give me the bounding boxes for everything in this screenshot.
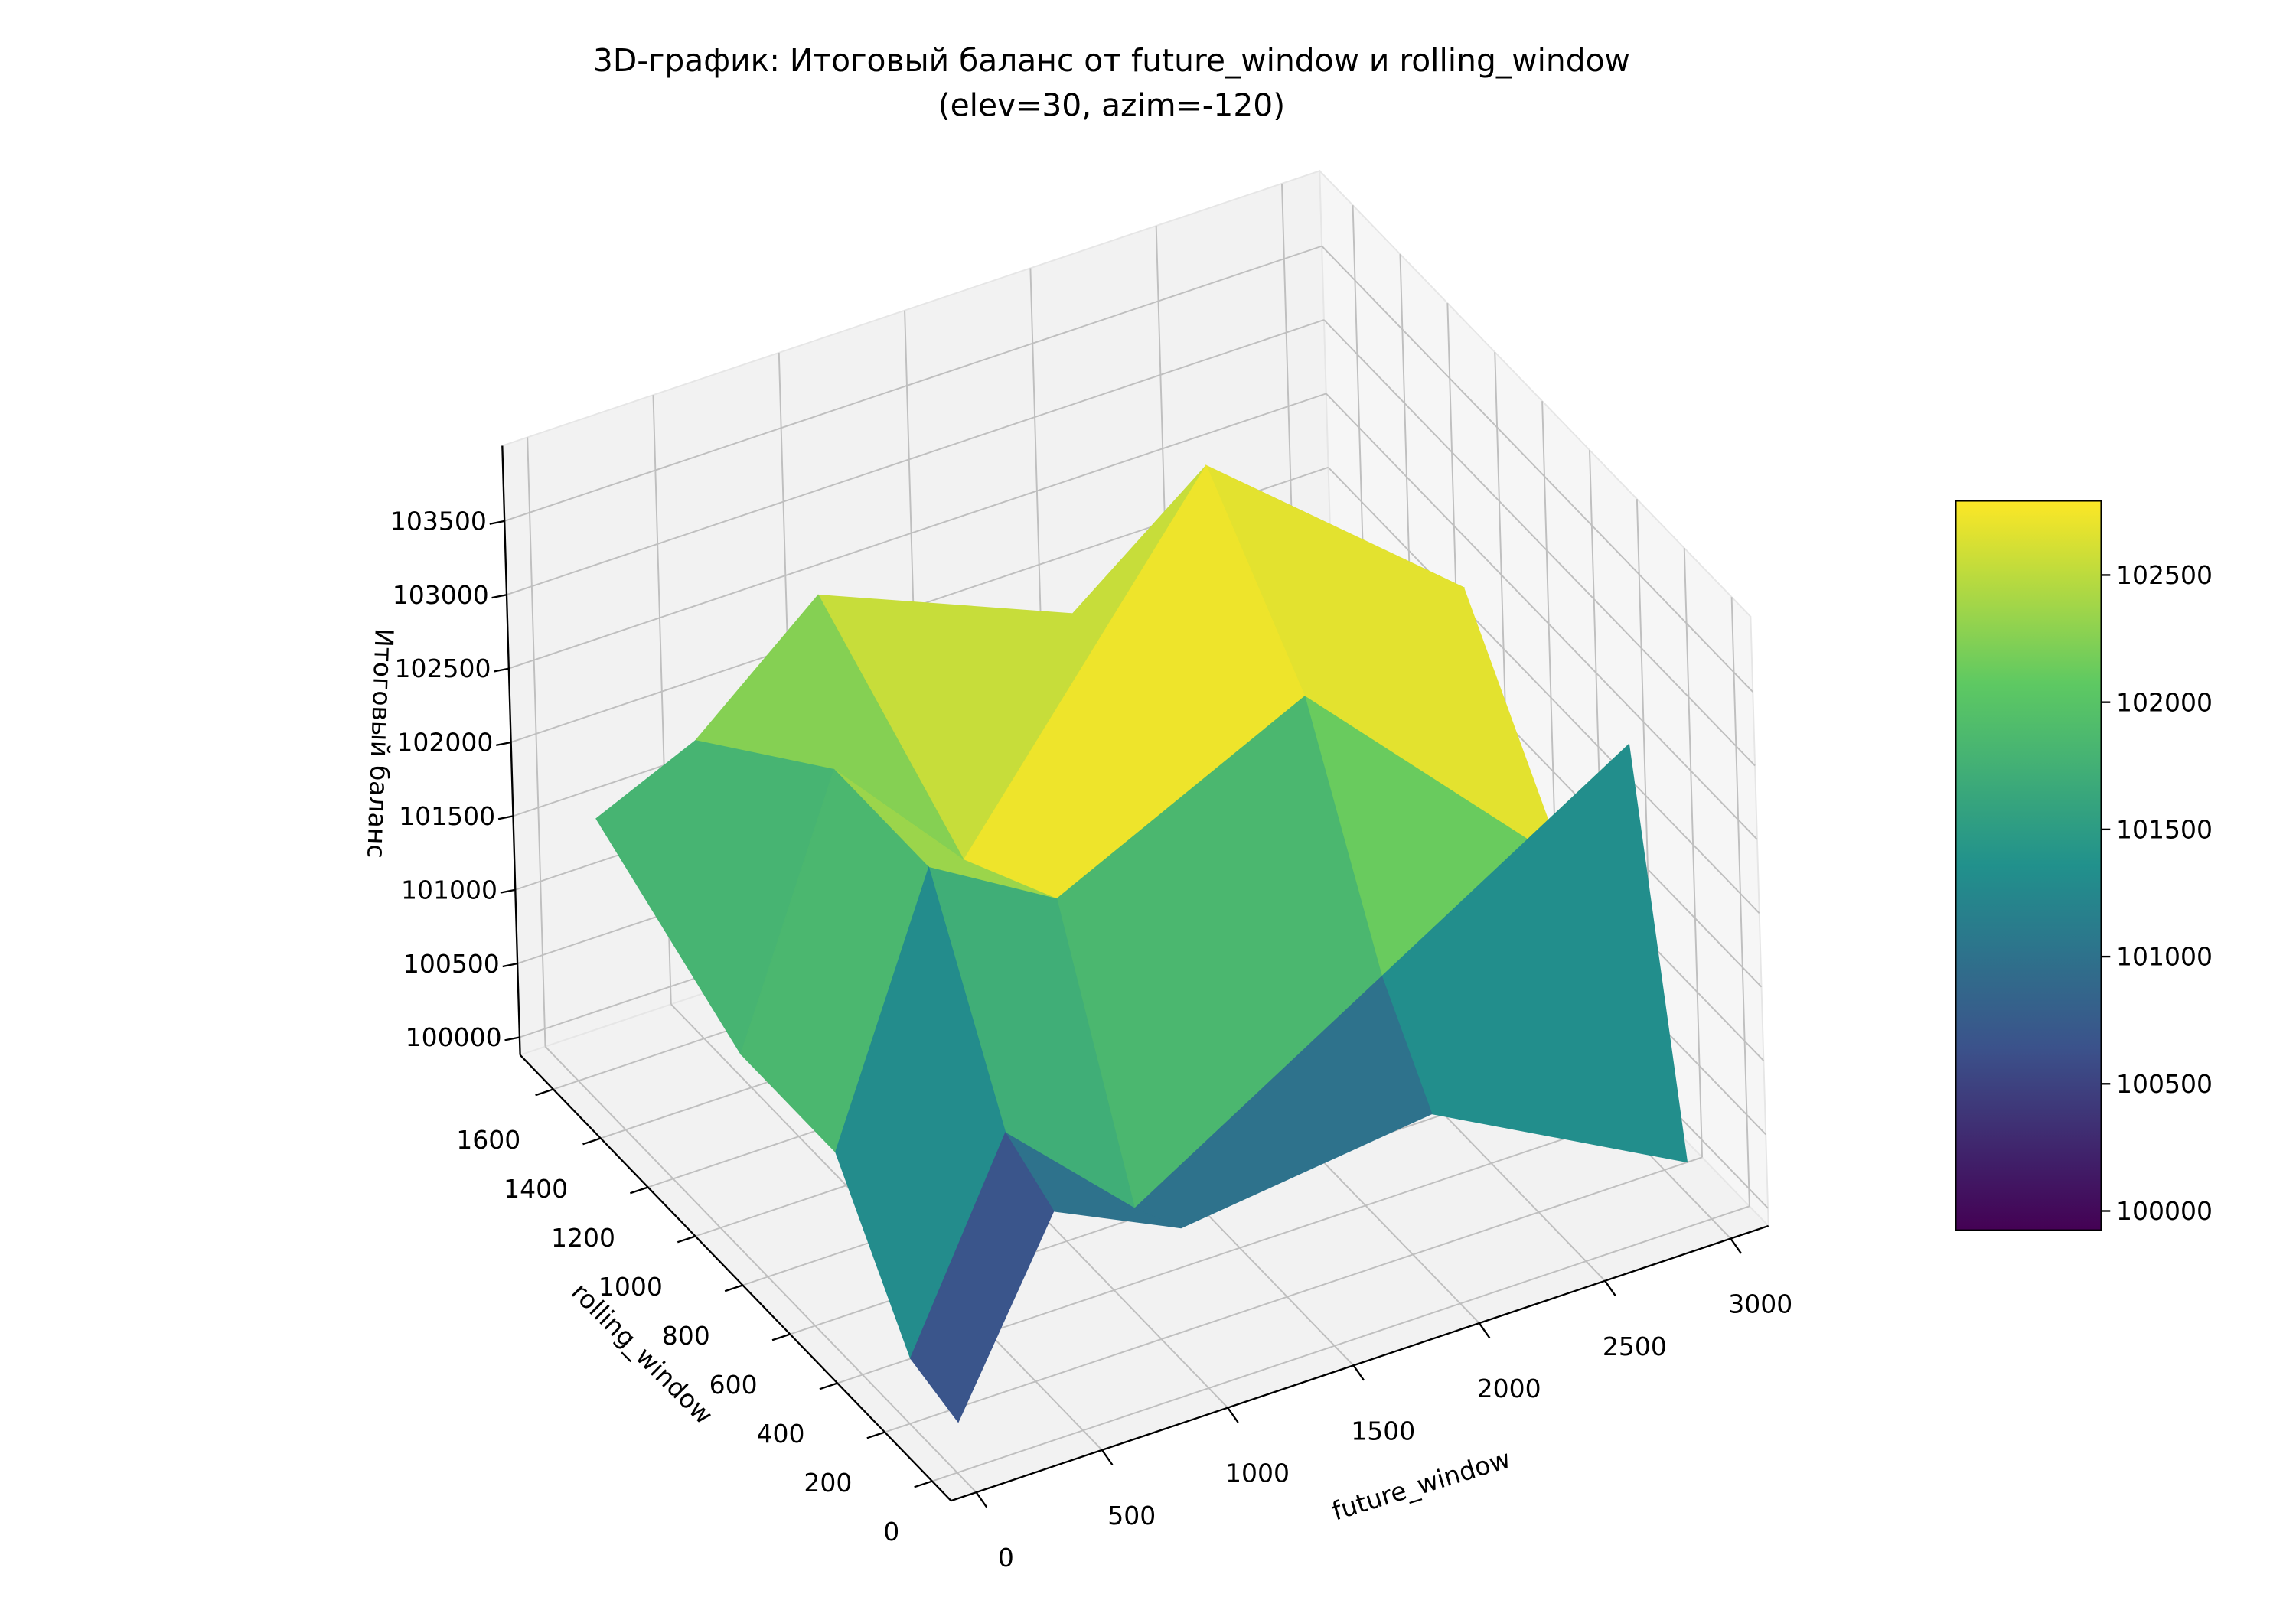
z-axis-line xyxy=(501,445,521,1055)
x-tick-label: 2500 xyxy=(1603,1332,1667,1361)
grid-line xyxy=(504,245,1322,522)
x-tick xyxy=(1730,1237,1742,1254)
y-tick-label: 200 xyxy=(804,1468,852,1498)
x-tick xyxy=(975,1491,988,1508)
colorbar-tick-label: 102000 xyxy=(2116,687,2213,717)
z-tick-label: 100500 xyxy=(403,949,500,979)
y-tick-label: 800 xyxy=(662,1321,710,1351)
z-tick-label: 103500 xyxy=(390,506,487,536)
x-tick-label: 0 xyxy=(998,1543,1014,1573)
x-axis-line xyxy=(951,1224,1769,1502)
z-tick xyxy=(496,741,511,747)
grid-line xyxy=(1683,548,1704,1158)
z-tick xyxy=(497,815,514,820)
colorbar-tick-label: 101500 xyxy=(2116,815,2213,845)
colorbar-tick-label: 101000 xyxy=(2116,942,2213,972)
x-tick xyxy=(1101,1449,1114,1465)
z-tick-label: 103000 xyxy=(393,580,489,610)
y-tick xyxy=(724,1284,743,1292)
grid-line xyxy=(1321,245,1753,693)
chart-title: 3D-график: Итоговый баланс от future_win… xyxy=(593,42,1630,79)
y-tick-label: 600 xyxy=(709,1370,758,1400)
z-axis-label: Итоговый баланс xyxy=(361,627,399,859)
grid-line xyxy=(1327,467,1760,914)
grid-line xyxy=(544,1045,977,1493)
grid-line xyxy=(1730,597,1750,1207)
z-tick xyxy=(494,667,510,673)
y-axis-line xyxy=(519,1054,952,1501)
grid-line xyxy=(1326,393,1758,840)
y-tick xyxy=(582,1137,602,1146)
grid-line xyxy=(506,319,1325,596)
z-tick-label: 101500 xyxy=(399,801,495,831)
z-tick-label: 100000 xyxy=(406,1022,502,1052)
y-tick-label: 0 xyxy=(883,1517,899,1547)
x-tick xyxy=(1604,1280,1616,1296)
y-tick-label: 400 xyxy=(756,1419,804,1449)
y-tick-label: 1400 xyxy=(504,1174,568,1204)
chart-title: (elev=30, azim=-120) xyxy=(938,86,1285,123)
y-tick xyxy=(677,1235,696,1244)
x-tick xyxy=(1352,1364,1365,1381)
y-tick xyxy=(914,1480,933,1488)
z-tick xyxy=(489,520,505,525)
x-tick-label: 1500 xyxy=(1351,1416,1415,1446)
x-tick-label: 500 xyxy=(1107,1501,1156,1530)
y-tick-label: 1000 xyxy=(598,1272,663,1302)
y-tick xyxy=(630,1186,649,1195)
y-tick-label: 1200 xyxy=(551,1223,615,1253)
y-tick xyxy=(866,1431,885,1439)
z-tick xyxy=(491,594,507,599)
z-tick-label: 102000 xyxy=(396,728,493,758)
x-tick-label: 3000 xyxy=(1728,1289,1792,1319)
surface-face xyxy=(909,1131,1055,1423)
x-tick-label: 2000 xyxy=(1477,1374,1541,1403)
colorbar-scale xyxy=(1955,500,2102,1231)
z-tick-label: 101000 xyxy=(401,875,497,905)
grid-line xyxy=(508,393,1327,670)
colorbar-tick-label: 102500 xyxy=(2116,560,2213,590)
y-tick xyxy=(771,1333,791,1341)
x-tick xyxy=(1478,1322,1491,1339)
grid-line xyxy=(884,1156,1703,1433)
x-axis-label: future_window xyxy=(1329,1444,1514,1527)
colorbar-tick-label: 100000 xyxy=(2116,1196,2213,1226)
grid-line xyxy=(527,437,546,1047)
x-tick-label: 1000 xyxy=(1225,1459,1290,1488)
y-tick xyxy=(535,1088,554,1097)
grid-line xyxy=(1323,319,1756,767)
colorbar: 100000 100500 101000 101500 102000 102500 xyxy=(1955,500,2213,1231)
y-tick xyxy=(819,1382,838,1390)
colorbar-tick-label: 100500 xyxy=(2116,1069,2213,1099)
grid-line xyxy=(931,1205,1750,1482)
z-tick-label: 102500 xyxy=(395,654,491,683)
z-tick xyxy=(500,888,516,894)
z-tick xyxy=(502,962,518,968)
z-tick xyxy=(504,1036,520,1041)
x-tick xyxy=(1227,1407,1239,1423)
surface xyxy=(595,464,1688,1423)
y-tick-label: 1600 xyxy=(456,1125,520,1155)
